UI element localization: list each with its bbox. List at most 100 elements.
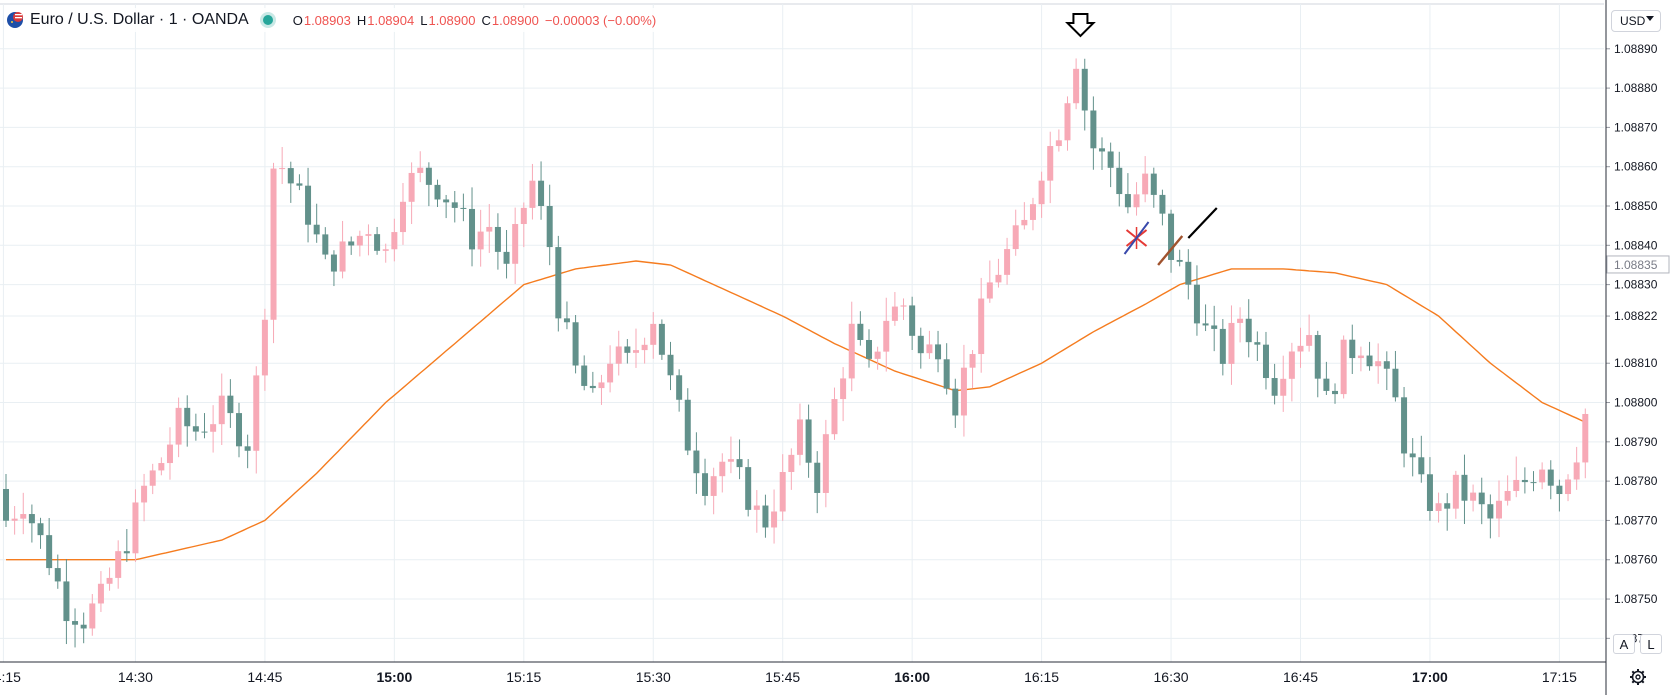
candle-body bbox=[702, 473, 709, 496]
candle-body bbox=[356, 235, 363, 246]
candle-body bbox=[796, 419, 803, 455]
auto-scale-label: A bbox=[1619, 636, 1629, 652]
user-drawings[interactable] bbox=[1065, 13, 1218, 266]
candle-body bbox=[1073, 68, 1080, 104]
candle-body bbox=[1582, 413, 1589, 463]
candle-body bbox=[469, 208, 476, 250]
candle-body bbox=[848, 323, 855, 379]
candle-body bbox=[960, 367, 967, 416]
candle-body bbox=[494, 226, 501, 252]
candle-body bbox=[261, 319, 268, 376]
candle-body bbox=[710, 476, 717, 496]
candle-body bbox=[391, 232, 398, 250]
x-tick-label: 16:45 bbox=[1283, 669, 1318, 685]
current-price-box bbox=[1606, 255, 1670, 274]
candle-body bbox=[1418, 457, 1425, 475]
currency-button[interactable]: USD bbox=[1611, 10, 1661, 32]
x-tick-label: 15:30 bbox=[636, 669, 671, 685]
candle-body bbox=[1254, 342, 1261, 345]
candle-body bbox=[995, 274, 1002, 283]
market-status-dot[interactable] bbox=[262, 15, 273, 25]
candle-body bbox=[123, 551, 130, 554]
candle-body bbox=[1444, 503, 1451, 509]
candle-body bbox=[952, 388, 959, 416]
candle-body bbox=[175, 407, 182, 445]
open-value: 1.08903 bbox=[303, 12, 351, 28]
candle-body bbox=[253, 375, 260, 451]
candle-body bbox=[935, 344, 942, 360]
candle-body bbox=[788, 454, 795, 473]
candle-body bbox=[477, 231, 484, 250]
candle-body bbox=[943, 359, 950, 389]
candle-body bbox=[1004, 249, 1011, 275]
candle-body bbox=[28, 514, 35, 524]
candle-body bbox=[89, 603, 96, 629]
candle-body bbox=[236, 413, 243, 447]
candle-body bbox=[1565, 479, 1572, 495]
candle-body bbox=[149, 470, 156, 486]
candle-body bbox=[1435, 503, 1442, 511]
candle-body bbox=[1107, 151, 1114, 168]
y-tick-label: 1.08850 bbox=[1614, 199, 1658, 213]
candle-body bbox=[1081, 68, 1088, 111]
y-tick-label: 1.08810 bbox=[1614, 356, 1658, 370]
candle-body bbox=[874, 351, 881, 359]
candle-body bbox=[115, 551, 122, 578]
candle-body bbox=[1133, 194, 1140, 208]
candle-body bbox=[632, 350, 639, 353]
candle-body bbox=[1401, 397, 1408, 454]
y-tick-label: 1.08890 bbox=[1614, 42, 1658, 56]
candle-body bbox=[348, 241, 355, 246]
log-scale-button[interactable]: L bbox=[1640, 634, 1662, 654]
candle-body bbox=[106, 577, 113, 584]
candle-body bbox=[1504, 490, 1511, 501]
candle-body bbox=[693, 450, 700, 474]
candle-body bbox=[20, 514, 27, 519]
candle-body bbox=[978, 298, 985, 355]
candle-body bbox=[1064, 103, 1071, 141]
candle-body bbox=[624, 346, 631, 353]
candle-body bbox=[1452, 474, 1459, 509]
candle-body bbox=[434, 184, 441, 200]
candle-body bbox=[1375, 361, 1382, 367]
x-tick-label: 14:45 bbox=[247, 669, 282, 685]
candle-body bbox=[512, 224, 519, 264]
candle-body bbox=[529, 180, 536, 208]
x-tick-label: 15:00 bbox=[376, 669, 412, 685]
candle-body bbox=[641, 344, 648, 351]
candle-body bbox=[1409, 453, 1416, 458]
symbol-title[interactable]: Euro / U.S. Dollar · 1 · OANDA bbox=[30, 11, 249, 28]
down-arrow-marker-icon bbox=[1065, 13, 1096, 38]
candle-body bbox=[399, 201, 406, 233]
candle-body bbox=[166, 444, 173, 464]
candle-body bbox=[676, 375, 683, 400]
x-tick-label: 16:15 bbox=[1024, 669, 1059, 685]
candle-body bbox=[1392, 368, 1399, 398]
candle-body bbox=[158, 463, 165, 471]
y-tick-label: 1.08830 bbox=[1614, 278, 1658, 292]
candle-body bbox=[296, 183, 303, 186]
x-tick-label: 17:00 bbox=[1412, 669, 1448, 685]
candle-body bbox=[408, 172, 415, 202]
candle-body bbox=[37, 523, 44, 536]
candle-body bbox=[1099, 148, 1106, 152]
close-label: C bbox=[481, 12, 491, 28]
candle-body bbox=[1306, 335, 1313, 346]
candle-body bbox=[538, 180, 545, 206]
symbol-legend[interactable]: Euro / U.S. Dollar · 1 · OANDA O 1.08903 … bbox=[6, 8, 663, 32]
x-tick-label: 14:30 bbox=[118, 669, 153, 685]
candle-body bbox=[1185, 261, 1192, 285]
low-label: L bbox=[420, 12, 428, 28]
candle-body bbox=[192, 426, 199, 432]
candle-body bbox=[63, 581, 70, 622]
x-tick-label: 16:30 bbox=[1154, 669, 1189, 685]
candle-body bbox=[1271, 378, 1278, 396]
candle-body bbox=[1332, 390, 1339, 395]
settings-gear-icon[interactable] bbox=[1629, 668, 1647, 686]
auto-scale-button[interactable]: A bbox=[1613, 634, 1635, 654]
candle-body bbox=[581, 365, 588, 386]
candle-body bbox=[607, 363, 614, 383]
